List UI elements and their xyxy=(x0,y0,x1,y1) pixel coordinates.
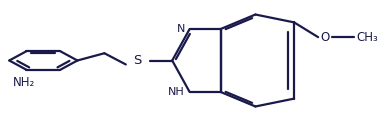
Text: NH₂: NH₂ xyxy=(13,76,36,89)
Text: N: N xyxy=(176,24,185,34)
Text: O: O xyxy=(320,31,330,44)
Text: S: S xyxy=(133,54,142,67)
Text: NH: NH xyxy=(168,87,185,97)
Text: CH₃: CH₃ xyxy=(356,31,378,44)
